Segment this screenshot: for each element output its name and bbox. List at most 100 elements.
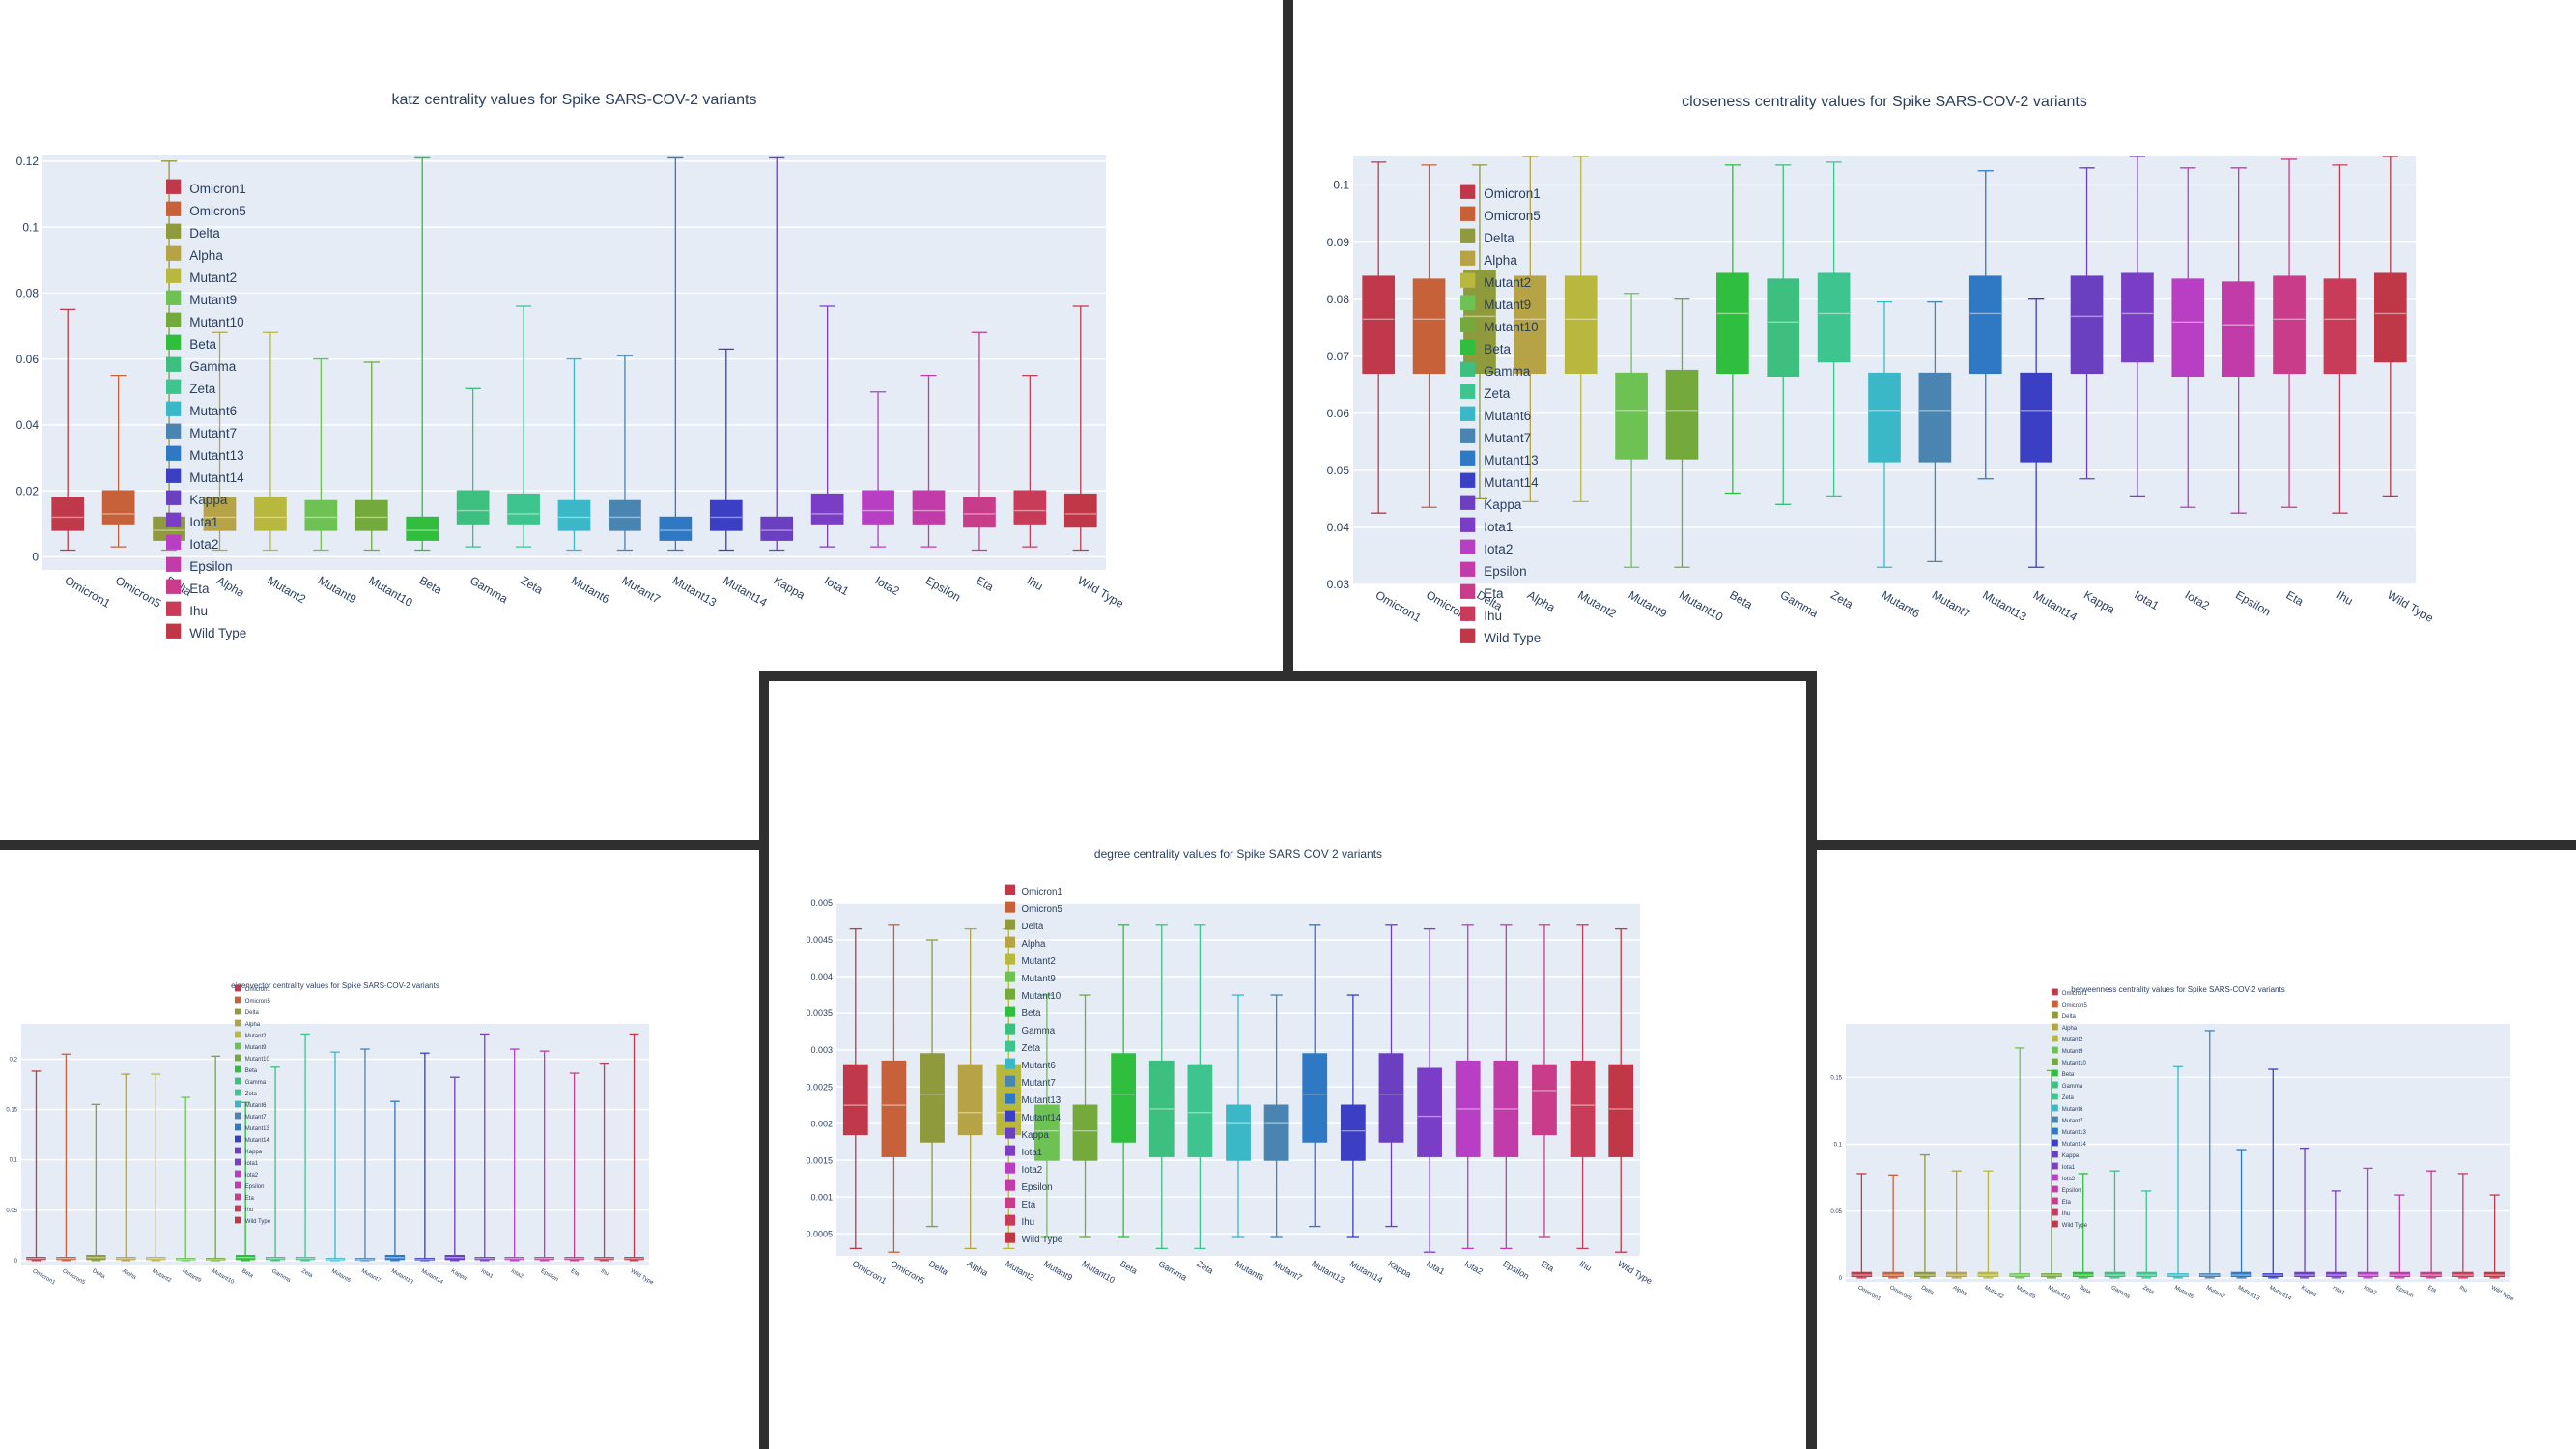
box-mutant2[interactable] [146, 1073, 166, 1262]
legend-item-mutant14[interactable]: Mutant14 [2052, 1139, 2086, 1148]
box-alpha[interactable] [203, 331, 237, 552]
box-wild-type[interactable] [2373, 156, 2407, 497]
legend-item-ihu[interactable]: Ihu [235, 1205, 253, 1213]
legend-item-omicron5[interactable]: Omicron5 [1005, 901, 1062, 915]
legend-item-kappa[interactable]: Kappa [166, 490, 228, 507]
legend-item-kappa[interactable]: Kappa [235, 1147, 263, 1155]
legend-item-mutant6[interactable]: Mutant6 [1460, 406, 1531, 423]
box-mutant9[interactable] [176, 1096, 196, 1262]
legend-item-beta[interactable]: Beta [1005, 1006, 1041, 1019]
legend-item-mutant9[interactable]: Mutant9 [1460, 295, 1531, 312]
box-epsilon[interactable] [912, 375, 946, 548]
legend-item-wild-type[interactable]: Wild Type [166, 623, 246, 640]
legend-item-alpha[interactable]: Alpha [235, 1019, 261, 1028]
legend-item-gamma[interactable]: Gamma [1460, 361, 1531, 379]
legend-item-omicron1[interactable]: Omicron1 [2052, 988, 2087, 997]
box-omicron5[interactable] [1412, 164, 1446, 508]
legend-item-mutant9[interactable]: Mutant9 [235, 1042, 267, 1051]
box-omicron1[interactable] [1362, 161, 1396, 514]
legend-item-mutant2[interactable]: Mutant2 [1460, 272, 1531, 290]
legend-item-mutant13[interactable]: Mutant13 [1460, 450, 1539, 468]
box-omicron1[interactable] [26, 1070, 46, 1262]
box-zeta[interactable] [1187, 924, 1213, 1250]
box-ihu[interactable] [2452, 1173, 2474, 1279]
legend-item-omicron1[interactable]: Omicron1 [1005, 884, 1062, 897]
box-omicron1[interactable] [1851, 1173, 1873, 1279]
box-delta[interactable] [920, 939, 945, 1228]
box-mutant14[interactable] [2020, 298, 2052, 568]
legend-item-mutant14[interactable]: Mutant14 [166, 468, 244, 485]
box-mutant2[interactable] [1977, 1170, 1999, 1279]
legend-item-mutant2[interactable]: Mutant2 [1005, 953, 1056, 967]
legend-item-mutant10[interactable]: Mutant10 [166, 312, 244, 329]
box-beta[interactable] [1111, 924, 1137, 1238]
legend-item-omicron5[interactable]: Omicron5 [2052, 1000, 2087, 1009]
box-epsilon[interactable] [2222, 167, 2255, 514]
box-mutant9[interactable] [1615, 293, 1648, 568]
box-ihu[interactable] [2323, 164, 2357, 514]
legend-item-mutant6[interactable]: Mutant6 [1005, 1058, 1056, 1071]
box-iota2[interactable] [504, 1048, 524, 1262]
box-gamma[interactable] [2104, 1170, 2126, 1279]
box-ihu[interactable] [594, 1062, 614, 1262]
legend-item-epsilon[interactable]: Epsilon [1005, 1179, 1053, 1193]
legend-item-delta[interactable]: Delta [235, 1008, 259, 1016]
legend-item-mutant2[interactable]: Mutant2 [235, 1031, 267, 1039]
legend-item-zeta[interactable]: Zeta [1460, 384, 1511, 401]
legend-item-eta[interactable]: Eta [166, 579, 210, 596]
box-mutant10[interactable] [205, 1055, 226, 1262]
box-mutant7[interactable] [609, 355, 641, 552]
box-mutant6[interactable] [1226, 994, 1251, 1238]
box-mutant14[interactable] [1340, 994, 1366, 1238]
box-epsilon[interactable] [534, 1050, 554, 1262]
legend-item-ihu[interactable]: Ihu [1005, 1214, 1034, 1228]
legend-item-omicron1[interactable]: Omicron1 [235, 984, 270, 993]
box-mutant14[interactable] [414, 1052, 436, 1262]
legend-item-omicron5[interactable]: Omicron5 [235, 996, 270, 1005]
box-beta[interactable] [406, 156, 439, 552]
legend-item-zeta[interactable]: Zeta [1005, 1040, 1041, 1054]
box-beta[interactable] [1716, 164, 1749, 495]
box-zeta[interactable] [507, 305, 540, 548]
legend-item-omicron5[interactable]: Omicron5 [1460, 206, 1541, 223]
legend-item-iota2[interactable]: Iota2 [1460, 539, 1513, 556]
box-gamma[interactable] [1767, 164, 1800, 505]
box-iota1[interactable] [810, 305, 844, 548]
box-omicron1[interactable] [51, 308, 85, 552]
legend-item-ihu[interactable]: Ihu [1460, 606, 1502, 623]
legend-item-wild-type[interactable]: Wild Type [1460, 628, 1541, 645]
box-mutant14[interactable] [709, 348, 743, 552]
box-beta[interactable] [2072, 1173, 2094, 1279]
legend-item-mutant9[interactable]: Mutant9 [2052, 1046, 2083, 1055]
legend-item-eta[interactable]: Eta [1005, 1197, 1036, 1210]
legend-item-iota1[interactable]: Iota1 [2052, 1162, 2076, 1171]
box-zeta[interactable] [295, 1033, 316, 1262]
box-mutant7[interactable] [1263, 994, 1289, 1238]
legend-item-delta[interactable]: Delta [166, 223, 220, 241]
legend-item-mutant2[interactable]: Mutant2 [166, 268, 237, 285]
legend-item-mutant14[interactable]: Mutant14 [235, 1135, 269, 1144]
legend-item-mutant6[interactable]: Mutant6 [2052, 1104, 2083, 1113]
box-omicron5[interactable] [56, 1053, 76, 1262]
legend-item-mutant14[interactable]: Mutant14 [1460, 472, 1539, 490]
box-omicron1[interactable] [842, 927, 868, 1250]
box-ihu[interactable] [1013, 375, 1047, 548]
legend-item-omicron5[interactable]: Omicron5 [166, 201, 246, 218]
legend-item-gamma[interactable]: Gamma [235, 1077, 267, 1086]
box-epsilon[interactable] [1493, 924, 1519, 1250]
legend-item-mutant9[interactable]: Mutant9 [166, 290, 237, 307]
legend-item-mutant7[interactable]: Mutant7 [235, 1112, 267, 1121]
box-mutant2[interactable] [254, 331, 287, 552]
box-delta[interactable] [1914, 1153, 1936, 1279]
box-zeta[interactable] [1817, 161, 1851, 497]
legend-item-omicron1[interactable]: Omicron1 [1460, 184, 1541, 201]
legend-item-beta[interactable]: Beta [1460, 339, 1512, 356]
legend-item-mutant7[interactable]: Mutant7 [1005, 1075, 1056, 1089]
legend-item-eta[interactable]: Eta [235, 1193, 254, 1202]
legend-item-zeta[interactable]: Zeta [166, 379, 216, 396]
box-iota2[interactable] [2171, 167, 2205, 508]
box-mutant9[interactable] [1034, 994, 1060, 1238]
legend-item-alpha[interactable]: Alpha [1460, 250, 1517, 268]
box-mutant6[interactable] [2167, 1065, 2189, 1279]
legend-item-mutant14[interactable]: Mutant14 [1005, 1110, 1062, 1123]
